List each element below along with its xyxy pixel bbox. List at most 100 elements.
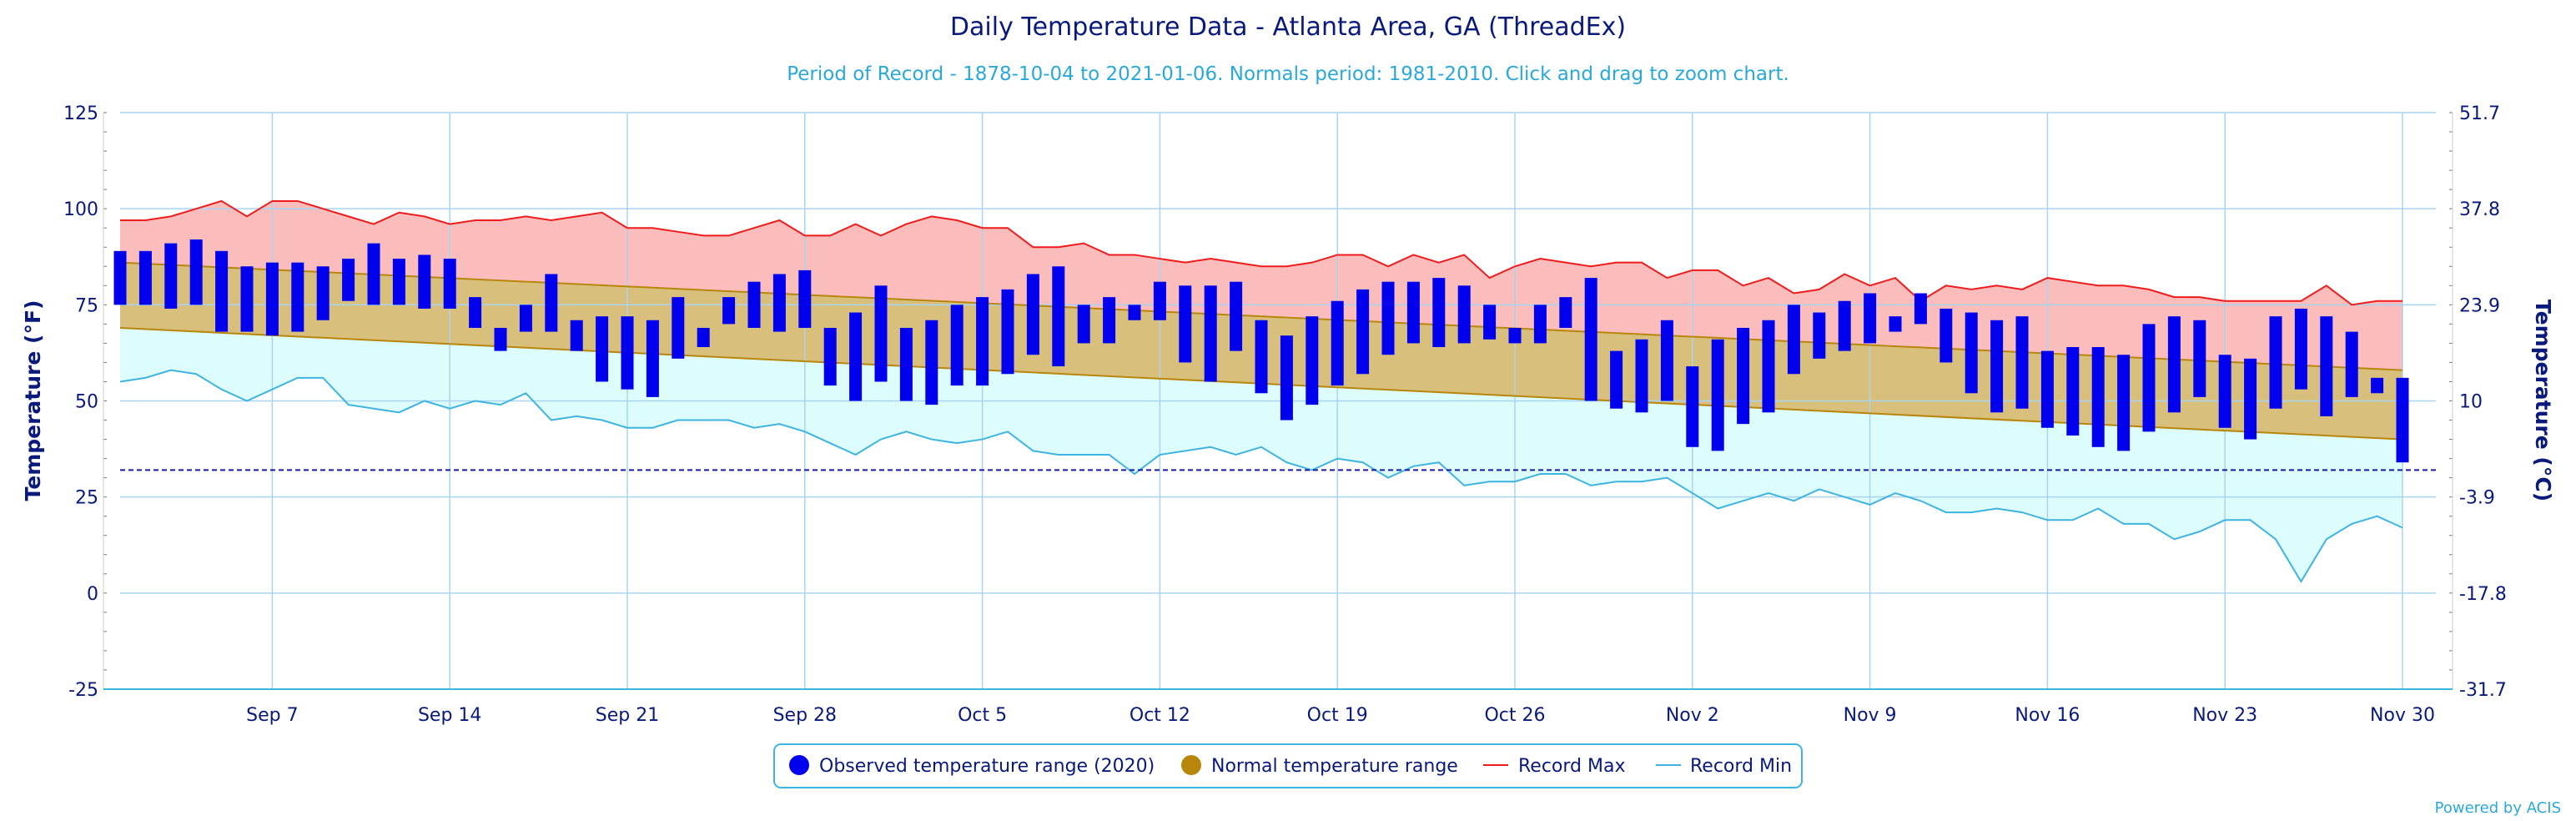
observed-bar[interactable] (469, 297, 482, 328)
observed-bar[interactable] (265, 262, 279, 336)
observed-bar[interactable] (316, 266, 330, 320)
observed-bar[interactable] (1737, 327, 1750, 425)
observed-bar[interactable] (2040, 350, 2054, 428)
legend-item-record-min[interactable]: Record Min (1656, 756, 1792, 777)
observed-bar[interactable] (2015, 316, 2029, 409)
credit-link[interactable]: Powered by ACIS (2435, 799, 2561, 817)
observed-bar[interactable] (596, 316, 609, 382)
observed-bar[interactable] (849, 312, 863, 401)
observed-bar[interactable] (215, 250, 229, 332)
observed-bar[interactable] (1584, 278, 1597, 401)
observed-bar[interactable] (697, 327, 710, 348)
observed-bar[interactable] (1255, 320, 1268, 394)
observed-bar[interactable] (1406, 281, 1420, 344)
observed-bar[interactable] (1711, 339, 1724, 451)
observed-bar[interactable] (1533, 305, 1547, 344)
observed-bar[interactable] (621, 316, 634, 390)
observed-bar[interactable] (772, 274, 786, 332)
observed-bar[interactable] (1965, 312, 1978, 394)
observed-bar[interactable] (2269, 316, 2282, 409)
observed-bar[interactable] (1483, 305, 1497, 340)
observed-bar[interactable] (1381, 281, 1395, 355)
observed-bar[interactable] (1457, 285, 1471, 344)
observed-bar[interactable] (2218, 355, 2231, 428)
observed-bar[interactable] (1077, 305, 1090, 344)
record-max-line[interactable] (120, 199, 2402, 306)
observed-bar[interactable] (570, 320, 583, 351)
observed-bar[interactable] (1026, 274, 1039, 355)
observed-bar[interactable] (1864, 293, 1877, 344)
legend-item-observed[interactable]: Observed temperature range (2020) (789, 755, 1155, 777)
observed-bar[interactable] (1280, 335, 1293, 421)
observed-bar[interactable] (2193, 320, 2206, 397)
observed-bar[interactable] (1940, 308, 1953, 363)
observed-bar[interactable] (2066, 347, 2080, 436)
record-min-line[interactable] (119, 369, 2403, 583)
observed-bar[interactable] (240, 266, 254, 332)
observed-bar[interactable] (1990, 320, 2004, 413)
observed-bar[interactable] (1635, 339, 1648, 413)
observed-bar[interactable] (443, 259, 456, 309)
observed-bar[interactable] (2244, 358, 2257, 440)
observed-bar[interactable] (2345, 331, 2358, 397)
observed-bar[interactable] (1230, 281, 1243, 351)
observed-bar[interactable] (138, 250, 152, 305)
observed-bar[interactable] (823, 327, 837, 386)
observed-bar[interactable] (1787, 305, 1800, 375)
observed-bar[interactable] (418, 254, 431, 309)
observed-bar[interactable] (2167, 316, 2181, 413)
observed-bar[interactable] (722, 297, 736, 325)
observed-bar[interactable] (545, 274, 558, 332)
legend-item-record-max[interactable]: Record Max (1483, 756, 1626, 777)
observed-bar[interactable] (494, 327, 507, 351)
observed-bar[interactable] (2142, 324, 2156, 432)
observed-bar[interactable] (1660, 320, 1673, 401)
observed-bar[interactable] (1686, 366, 1699, 447)
observed-bar[interactable] (291, 262, 304, 332)
observed-bar[interactable] (1204, 285, 1217, 382)
observed-bar[interactable] (1813, 312, 1826, 359)
observed-bar[interactable] (1001, 289, 1014, 375)
legend-item-normal[interactable]: Normal temperature range (1181, 755, 1458, 777)
observed-bar[interactable] (1153, 281, 1166, 320)
observed-bar[interactable] (1610, 350, 1623, 409)
observed-bar[interactable] (1559, 297, 1572, 328)
observed-bar[interactable] (976, 297, 989, 386)
observed-bar[interactable] (747, 281, 761, 328)
observed-bar[interactable] (1356, 289, 1370, 375)
observed-bar[interactable] (367, 243, 380, 305)
observed-bar[interactable] (1179, 285, 1192, 363)
observed-bar[interactable] (646, 320, 659, 397)
observed-bar[interactable] (2396, 377, 2409, 463)
observed-bar[interactable] (2320, 316, 2333, 416)
observed-bar[interactable] (342, 259, 355, 301)
observed-bar[interactable] (1306, 316, 1319, 405)
observed-bar[interactable] (1762, 320, 1775, 413)
observed-bar[interactable] (1432, 278, 1446, 348)
observed-bar[interactable] (519, 305, 532, 332)
observed-bar[interactable] (392, 259, 405, 305)
plot-area[interactable]: -25 -31.7 0 -17.8 25 -3.9 50 10 75 23.9 100 37.8 125… (63, 103, 2507, 726)
observed-bar[interactable] (672, 297, 685, 359)
observed-bar[interactable] (164, 243, 178, 309)
observed-bar[interactable] (1508, 327, 1522, 344)
observed-bar[interactable] (874, 285, 888, 382)
observed-bar[interactable] (798, 269, 812, 328)
observed-bar[interactable] (113, 250, 127, 305)
observed-bar[interactable] (1103, 297, 1116, 344)
observed-bar[interactable] (1052, 266, 1065, 367)
observed-bar[interactable] (1838, 300, 1851, 351)
observed-bar[interactable] (1889, 316, 1902, 332)
observed-bar[interactable] (1914, 293, 1927, 325)
observed-bar[interactable] (899, 327, 913, 401)
observed-bar[interactable] (1128, 305, 1141, 320)
observed-bar[interactable] (2117, 355, 2131, 451)
observed-bar[interactable] (2371, 377, 2384, 394)
observed-bar[interactable] (2294, 308, 2307, 390)
observed-bar[interactable] (950, 305, 963, 386)
observed-bar[interactable] (2091, 347, 2105, 447)
observed-bar[interactable] (1331, 300, 1344, 386)
observed-bar[interactable] (189, 239, 203, 305)
observed-bar[interactable] (925, 320, 938, 405)
